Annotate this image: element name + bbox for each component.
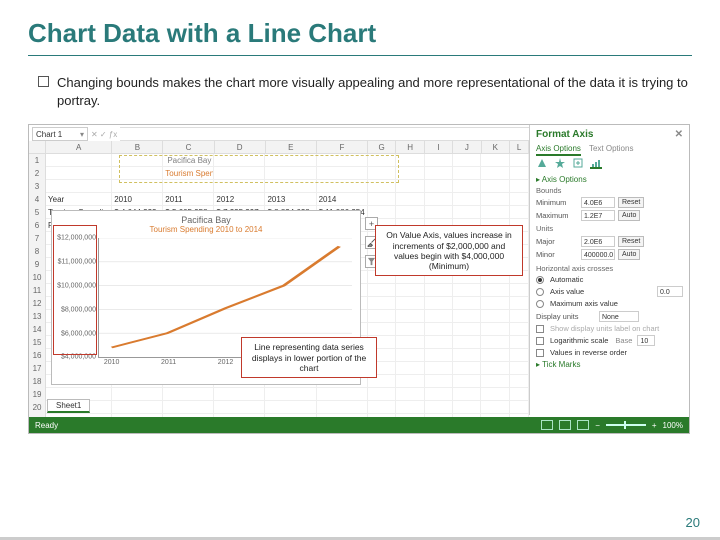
max-auto-button[interactable]: Auto [618,210,640,221]
chart-title: Pacifica Bay [52,215,360,225]
cross-label: Horizontal axis crosses [536,264,683,273]
status-ready: Ready [35,421,58,430]
minor-auto-button[interactable]: Auto [618,249,640,260]
name-box[interactable]: Chart 1▾ [32,127,88,141]
axis-icon[interactable] [590,157,602,169]
format-axis-pane: Format Axis ✕ Axis Options Text Options … [529,125,689,415]
radio-max-value[interactable]: Maximum axis value [536,299,683,308]
view-layout-icon[interactable] [559,420,571,430]
bullet-item: Changing bounds makes the chart more vis… [28,74,692,110]
min-reset-button[interactable]: Reset [618,197,644,208]
size-icon[interactable] [572,157,584,169]
effects-icon[interactable] [554,157,566,169]
units-label: Units [536,224,683,233]
bullet-text: Changing bounds makes the chart more vis… [57,74,692,110]
zoom-plus-icon[interactable]: + [652,421,657,430]
chk-log-scale[interactable]: Logarithmic scaleBase10 [536,335,683,346]
slide-title: Chart Data with a Line Chart [28,18,692,56]
section-tick-marks[interactable]: ▸ Tick Marks [536,360,683,369]
page-number: 20 [686,515,700,530]
view-normal-icon[interactable] [541,420,553,430]
section-axis-options[interactable]: ▸ Axis Options [536,175,683,184]
min-input[interactable]: 4.0E6 [581,197,615,208]
bullet-box-icon [38,76,49,87]
status-bar: Ready − + 100% [29,417,689,433]
zoom-minus-icon[interactable]: − [595,421,600,430]
major-input[interactable]: 2.0E6 [581,236,615,247]
chk-reverse[interactable]: Values in reverse order [536,348,683,357]
chk-show-units[interactable]: Show display units label on chart [536,324,683,333]
tab-text-options[interactable]: Text Options [589,144,633,153]
fill-icon[interactable] [536,157,548,169]
bounds-label: Bounds [536,186,683,195]
callout-line-lower: Line representing data series displays i… [241,337,377,378]
display-units-select[interactable]: None [599,311,639,322]
zoom-level[interactable]: 100% [663,421,683,430]
close-icon[interactable]: ✕ [675,129,683,140]
tab-axis-options[interactable]: Axis Options [536,144,581,156]
pane-title: Format Axis [536,129,593,140]
column-headers: ABCDEFGHIJKL [29,141,529,154]
excel-screenshot: Chart 1▾ ✕ ✓ ƒx ABCDEFGHIJKL 1Pacifica B… [28,124,690,434]
view-break-icon[interactable] [577,420,589,430]
chart-subtitle: Tourism Spending 2010 to 2014 [52,225,360,234]
radio-axis-value[interactable]: Axis value0.0 [536,286,683,297]
sheet-tab[interactable]: Sheet1 [47,399,90,413]
radio-automatic[interactable]: Automatic [536,275,683,284]
fx-icon: ✕ ✓ ƒx [91,130,117,139]
max-input[interactable]: 1.2E7 [581,210,615,221]
major-reset-button[interactable]: Reset [618,236,644,247]
callout-axis-values: On Value Axis, values increase in increm… [375,225,523,276]
minor-input[interactable]: 400000.0 [581,249,615,260]
